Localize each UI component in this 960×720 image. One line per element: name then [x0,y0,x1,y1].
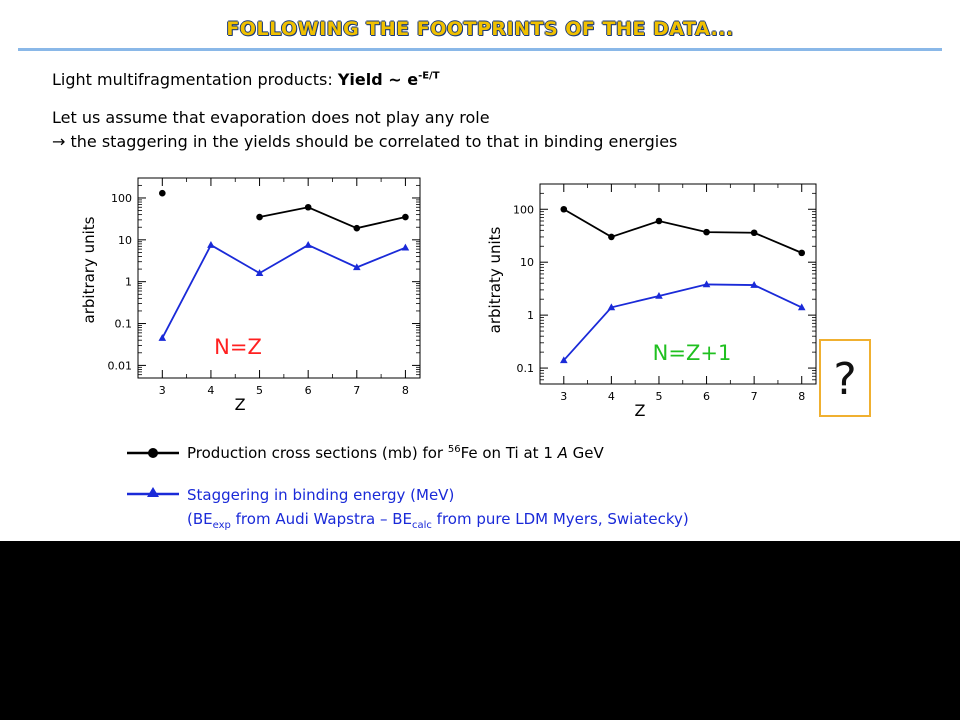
x-axis-label: Z [235,395,246,412]
legend-production: Production cross sections (mb) for 56Fe … [187,444,604,462]
conclusion-line: → the staggering in the yields should be… [52,132,677,151]
data-point-blue [607,303,616,311]
data-point-black [655,217,663,225]
y-tick-label: 100 [513,203,534,216]
legend-black-marker-icon [127,448,179,458]
series-line-black [259,206,406,230]
data-point-blue [304,241,312,248]
x-tick-label: 6 [305,384,312,397]
data-point-black [304,203,312,211]
x-tick-label: 8 [798,390,805,403]
title-divider [18,48,942,51]
y-tick-label: 0.1 [115,318,133,331]
conclusion-text: the staggering in the yields should be c… [65,132,678,151]
y-tick-label: 1 [125,276,132,289]
data-point-black [750,229,758,237]
slide-title: FOLLOWING THE FOOTPRINTS OF THE DATA... [226,18,734,40]
x-axis-label: Z [634,401,645,420]
legend-sub-calc: calc [412,520,432,531]
plot-frame [539,183,817,385]
data-point-black [560,205,568,213]
series-line-black [563,208,803,254]
data-point-blue [797,303,806,311]
x-tick-label: 5 [655,390,662,403]
series-line-blue [563,283,803,361]
data-point-black [256,213,263,221]
arrow-icon: → [52,132,66,151]
x-tick-label: 7 [751,390,758,403]
y-axis-label: arbitrary units [80,216,98,323]
y-tick-label: 0.01 [108,359,133,372]
slide: FOLLOWING THE FOOTPRINTS OF THE DATA... … [0,0,960,541]
yield-formula: Yield ~ e [337,70,419,89]
data-point-black [159,189,166,197]
data-point-blue [559,356,568,364]
legend-production-energy: GeV [567,444,604,462]
data-point-black [608,233,615,241]
data-point-blue [207,241,215,248]
y-tick-label: 1 [527,309,534,322]
data-point-blue [702,280,711,288]
data-point-blue [352,263,361,271]
x-tick-label: 7 [353,384,360,397]
legend-unit-a: A [557,444,568,462]
data-point-blue [750,281,758,288]
data-point-blue [158,334,167,341]
legend-staggering-source: (BEexp from Audi Wapstra – BEcalc from p… [187,510,689,531]
series-line-blue [161,243,406,339]
data-point-black [703,228,710,236]
y-axis-label: arbitraty units [486,226,504,333]
plot-frame [137,177,421,379]
data-point-black [402,213,409,221]
legend-source-b: from Audi Wapstra – BE [230,510,412,528]
legend-production-text: Production cross sections (mb) for [187,444,448,462]
legend-mass-number: 56 [447,444,461,455]
data-point-black [353,224,361,232]
x-tick-label: 8 [402,384,409,397]
data-point-blue [401,243,410,251]
legend-source-a: (BE [187,510,213,528]
x-tick-label: 4 [207,384,214,397]
assumption-line: Let us assume that evaporation does not … [52,108,490,127]
y-tick-label: 0.1 [517,362,535,375]
panel-label: N=Z+1 [653,341,732,365]
x-tick-label: 5 [256,384,263,397]
question-box: ? [819,339,871,417]
y-tick-label: 10 [520,256,534,269]
y-tick-label: 10 [118,234,132,247]
legend-sub-exp: exp [212,520,231,531]
legend-source-c: from pure LDM Myers, Swiatecky) [431,510,689,528]
y-tick-label: 100 [111,192,132,205]
yield-exponent: -E/T [418,70,440,82]
panel-label: N=Z [214,335,262,359]
x-tick-label: 6 [703,390,710,403]
data-point-black [798,249,806,257]
intro-line: Light multifragmentation products: Yield… [52,70,440,89]
legend-staggering: Staggering in binding energy (MeV) [187,486,455,504]
intro-prefix: Light multifragmentation products: [52,70,338,89]
data-point-blue [655,291,663,299]
data-point-blue [255,269,264,276]
x-tick-label: 3 [159,384,166,397]
x-tick-label: 4 [608,390,615,403]
legend-blue-marker-icon [127,487,179,497]
x-tick-label: 3 [560,390,567,403]
legend-production-target: Fe on Ti at 1 [460,444,558,462]
